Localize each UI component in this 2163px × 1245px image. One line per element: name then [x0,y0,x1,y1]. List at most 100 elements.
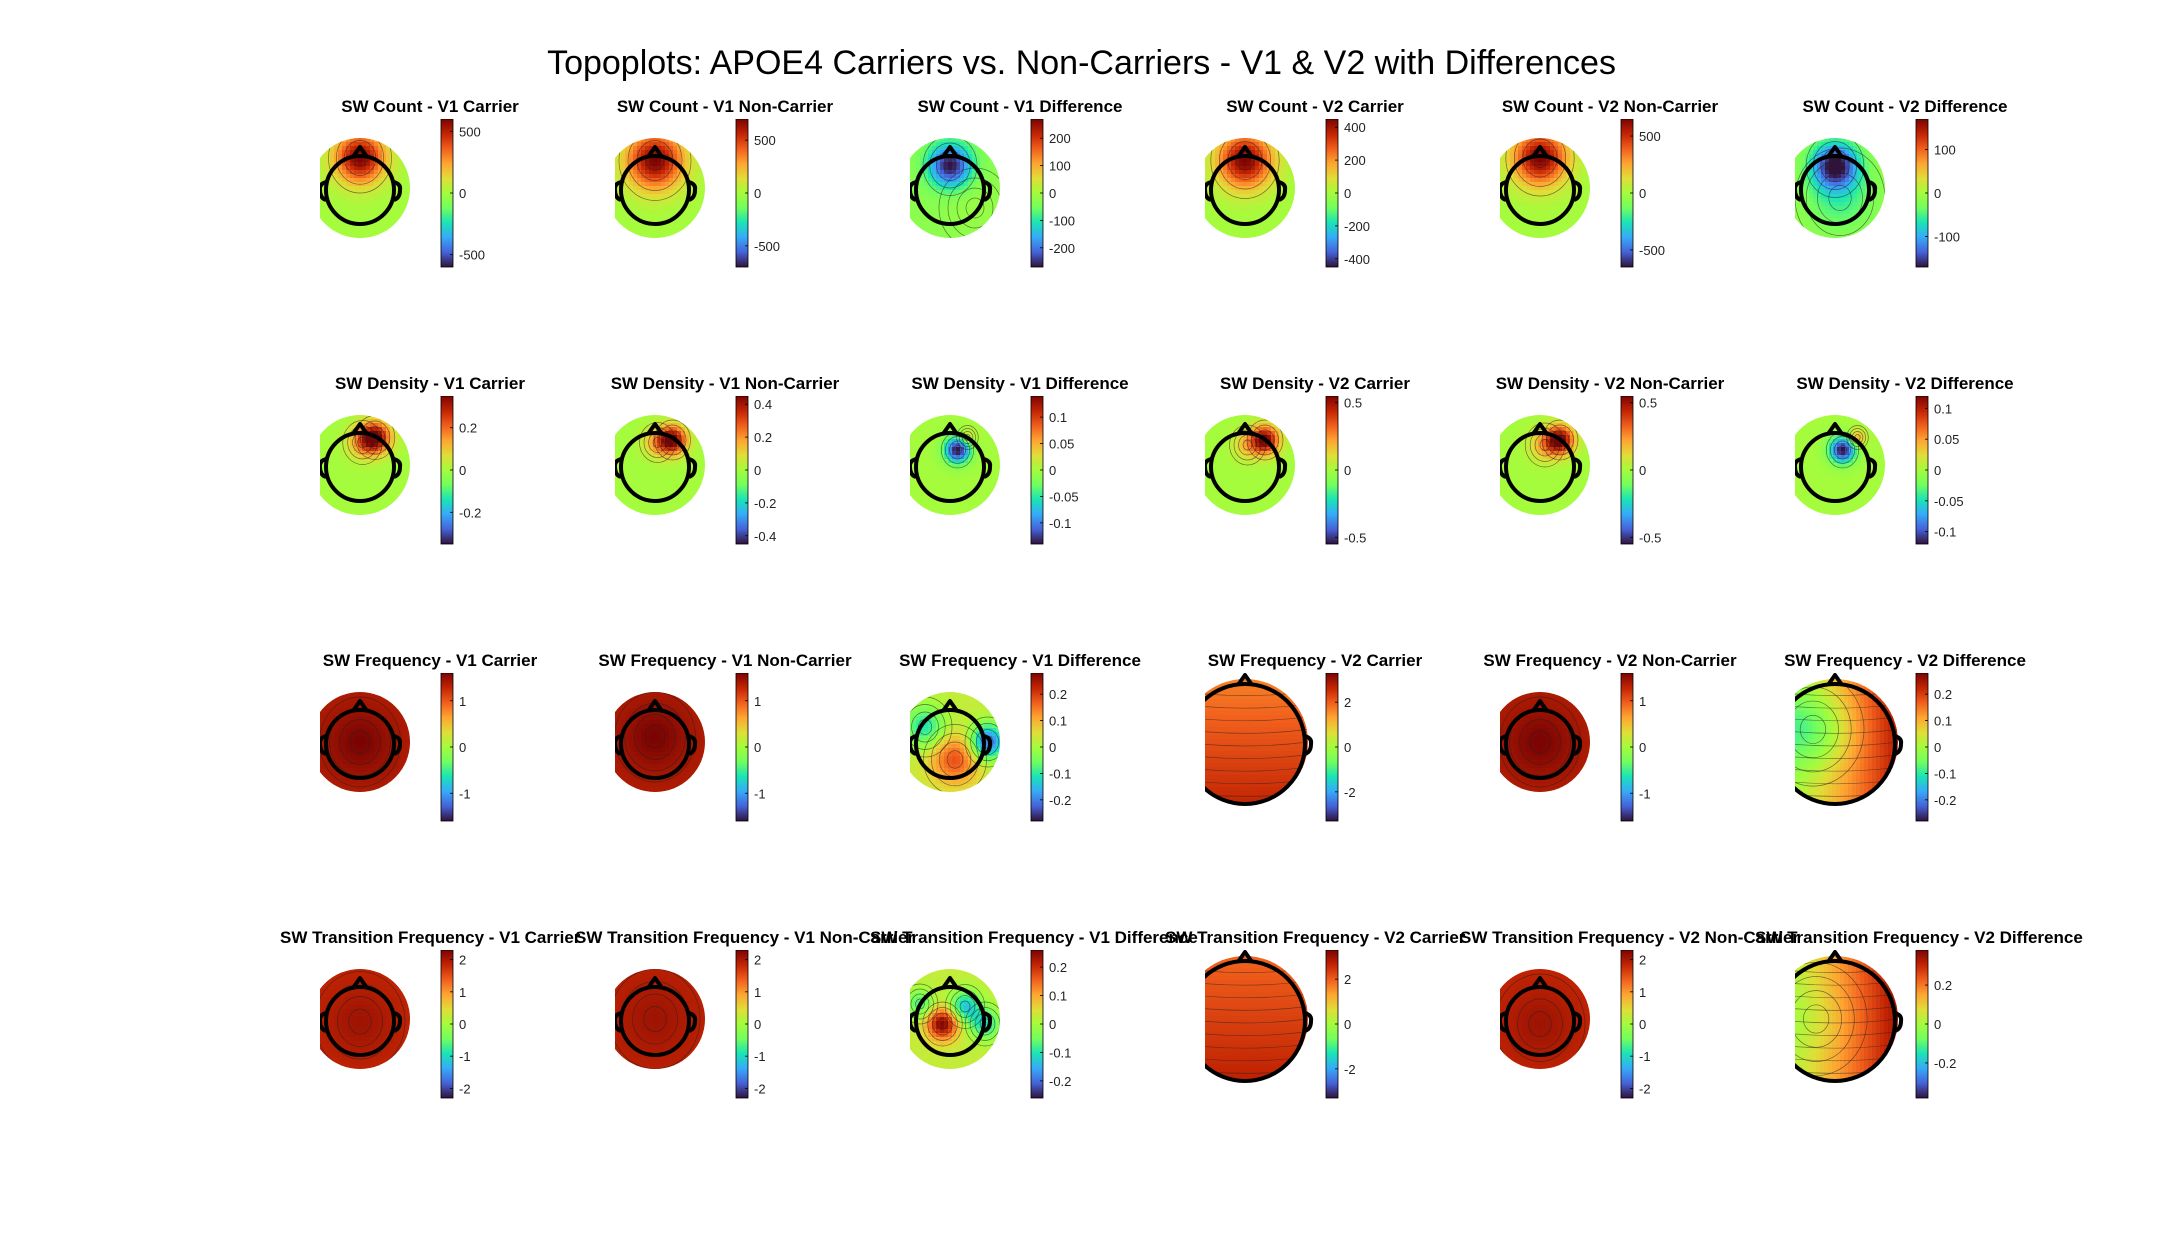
colorbar-tick-label: -1 [754,1049,766,1064]
topo-map [1205,679,1308,805]
panel-title: SW Frequency - V1 Difference [899,651,1141,670]
panel-title: SW Frequency - V2 Non-Carrier [1483,651,1737,670]
topoplot-panel: SW Frequency - V2 Carrier 2 0 -2 [1205,651,1505,861]
colorbar-tick-label: -500 [459,248,485,263]
head-outline [615,699,698,780]
topo-map [320,138,410,238]
topoplot-panel: SW Frequency - V1 Carrier 1 0 -1 [320,651,620,861]
colorbar-tick-label: 0 [1344,740,1351,755]
colorbar-tick-label: -0.1 [1934,766,1956,781]
topoplot-svg: 200 100 0 -100 -200 [910,119,1075,268]
colorbar-tick-label: 0 [1934,463,1941,478]
colorbar-tick-label: -2 [1344,785,1356,800]
topo-map [910,138,1000,238]
topoplot-svg: 100 0 -100 [1795,119,1960,268]
colorbar-tick-label: -2 [459,1081,471,1096]
topoplot-svg: 0.1 0.05 0 -0.05 -0.1 [1795,396,1964,545]
head-outline [910,976,993,1057]
colorbar-tick-label: 0 [754,463,761,478]
head-outline [1500,699,1583,780]
panel-title: SW Density - V1 Non-Carrier [610,374,840,393]
topoplot-panel: SW Count - V1 Non-Carrier 500 0 -500 [615,97,915,307]
colorbar-tick-label: -0.1 [1934,525,1956,540]
topo-map [615,138,705,238]
colorbar-tick-label: -200 [1049,241,1075,256]
topoplot-svg: 0.2 0.1 0 -0.1 -0.2 [910,673,1071,822]
panel-title: SW Transition Frequency - V1 Carrier [280,928,581,947]
colorbar-tick-label: -500 [754,239,780,254]
topoplot-panel: SW Density - V1 Carrier 0.2 0 -0.2 [320,374,620,584]
colorbar-tick-label: 0 [1639,186,1646,201]
colorbar-tick-label: -100 [1049,213,1075,228]
head-outline [320,422,403,503]
panel-title: SW Count - V2 Non-Carrier [1501,97,1719,116]
colorbar-tick-label: -0.2 [1049,1074,1071,1089]
colorbar-tick-label: 1 [459,694,466,709]
head-outline [1205,422,1288,503]
colorbar-tick-label: 0.5 [1344,396,1362,411]
colorbar-tick-label: -2 [1344,1062,1356,1077]
colorbar-tick-label: 0.1 [1049,410,1067,425]
colorbar-tick-label: -0.05 [1049,489,1079,504]
colorbar-tick-label: 500 [459,124,481,139]
colorbar-tick-label: 0.2 [754,430,772,445]
topoplot-panel: SW Density - V2 Difference 0.1 0.05 0 -0.05 -… [1795,374,2095,584]
colorbar-tick-label: 0.2 [1934,687,1952,702]
topoplot-panel: SW Transition Frequency - V2 Non-Carrier… [1460,928,1800,1138]
topoplot-panel: SW Count - V2 Carrier 400 200 0 -200 -400 [1205,97,1505,307]
colorbar-tick-label: -0.1 [1049,516,1071,531]
colorbar-tick-label: -1 [459,786,471,801]
head-outline [910,699,993,780]
colorbar-tick-label: 0 [459,186,466,201]
colorbar-tick-label: -0.5 [1639,530,1661,545]
topoplot-panel: SW Density - V1 Difference 0.1 0.05 0 -0.05 -… [910,374,1210,584]
colorbar-tick-label: -0.2 [1934,1056,1956,1071]
head-outline [1500,422,1583,503]
topoplot-svg: 500 0 -500 [615,119,780,268]
topoplot-panel: SW Transition Frequency - V2 Difference 0… [1755,928,2095,1138]
panel-title: SW Transition Frequency - V1 Difference [870,928,1198,947]
colorbar-tick-label: 0 [1934,740,1941,755]
colorbar-tick-label: -0.1 [1049,1045,1071,1060]
colorbar-tick-label: 1 [754,694,761,709]
head-outline [1500,145,1583,226]
colorbar-tick-label: 100 [1934,142,1956,157]
colorbar-tick-label: 0 [459,1017,466,1032]
colorbar-tick-label: 0.4 [754,397,772,412]
colorbar-tick-label: 0.1 [1934,401,1952,416]
topoplot-panel: SW Density - V1 Non-Carrier 0.4 0.2 0 -0.2 -0… [611,374,915,584]
head-outline [320,976,403,1057]
colorbar-tick-label: -400 [1344,252,1370,267]
panel-title: SW Transition Frequency - V1 Non-Carrier [575,928,915,947]
colorbar-tick-label: 0.2 [1049,687,1067,702]
topoplot-panel: SW Transition Frequency - V1 Difference 0… [870,928,1210,1138]
panel-title: SW Density - V2 Difference [1796,374,2014,393]
colorbar-tick-label: -1 [1639,1049,1651,1064]
head-outline [1795,145,1878,226]
colorbar-tick-label: -1 [459,1049,471,1064]
topoplot-svg: 0.4 0.2 0 -0.2 -0.4 [615,396,776,545]
panel-title: SW Transition Frequency - V2 Carrier [1165,928,1466,947]
colorbar-tick-label: -0.2 [1934,793,1956,808]
panel-title: SW Count - V1 Difference [917,97,1123,116]
panel-title: SW Count - V1 Carrier [341,97,519,116]
panel-title: SW Density - V2 Carrier [1220,374,1410,393]
colorbar-tick-label: 0.05 [1934,432,1959,447]
colorbar-tick-label: 0.1 [1934,714,1952,729]
colorbar-tick-label: 0.05 [1049,437,1074,452]
colorbar-tick-label: -2 [754,1081,766,1096]
topoplot-panel: SW Transition Frequency - V2 Carrier 2 0 -2 [1165,928,1505,1138]
topoplot-panel: SW Transition Frequency - V1 Carrier 2 1 0 -… [280,928,620,1138]
head-outline [615,422,698,503]
topo-map [1205,956,1308,1082]
colorbar-tick-label: 200 [1344,153,1366,168]
colorbar-tick-label: 0 [1344,1017,1351,1032]
topoplot-panel: SW Count - V2 Non-Carrier 500 0 -500 [1500,97,1800,307]
colorbar-tick-label: 0 [754,740,761,755]
topoplot-svg: 2 1 0 -1 -2 [320,950,471,1099]
colorbar-tick-label: 0 [459,463,466,478]
colorbar-tick-label: 2 [754,953,761,968]
colorbar-tick-label: 2 [1344,972,1351,987]
panel-title: SW Transition Frequency - V2 Difference [1755,928,2083,947]
